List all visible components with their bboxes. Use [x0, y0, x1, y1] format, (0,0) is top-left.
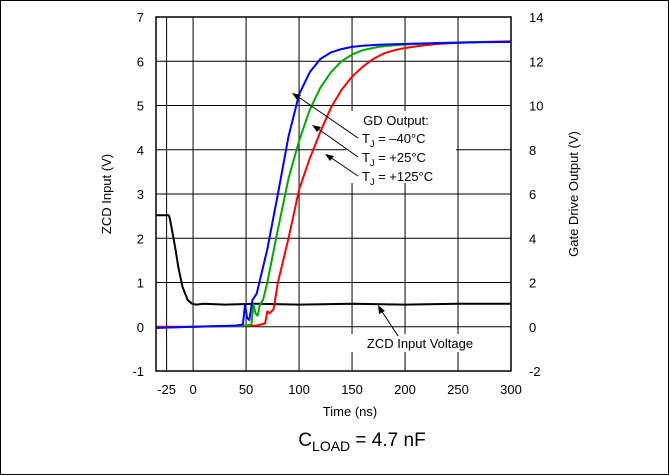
series-line-1 — [155, 40, 512, 329]
y-left-tick-label: 3 — [137, 187, 144, 202]
y-right-tick-label: 8 — [529, 143, 536, 158]
caption: CLOAD = 4.7 nF — [298, 430, 425, 454]
leader-line-125 — [329, 156, 359, 177]
x-tick-label: 300 — [500, 382, 522, 397]
x-tick-label: 150 — [341, 382, 363, 397]
y-right-tick-label: 0 — [529, 320, 536, 335]
y-left-tick-label: 5 — [137, 99, 144, 114]
x-tick-label: -25 — [157, 382, 176, 397]
series-layer — [155, 40, 512, 329]
y-left-tick-label: -1 — [132, 364, 144, 379]
leader-line-zcd — [380, 309, 399, 337]
zcd-input-label: ZCD Input Voltage — [367, 336, 473, 351]
y-right-tick-label: 12 — [529, 54, 543, 69]
arrowhead-125 — [325, 154, 334, 161]
x-tick-labels: -25 0 50 100 150 200 250 300 — [157, 382, 522, 397]
y-right-tick-labels: -2 0 2 4 6 8 10 12 14 — [529, 10, 543, 379]
tj-label-m40: TJ = –40°C — [362, 131, 426, 149]
arrowhead-zcd — [378, 305, 385, 314]
y-left-axis-label: ZCD Input (V) — [99, 154, 114, 234]
tj-label-125: TJ = +125°C — [362, 169, 433, 187]
arrowhead-m40 — [292, 93, 301, 100]
y-left-tick-label: 2 — [137, 231, 144, 246]
arrowhead-25 — [312, 125, 321, 132]
y-right-tick-label: 2 — [529, 276, 536, 291]
x-axis-label: Time (ns) — [323, 404, 377, 419]
zcd-label-background — [349, 334, 491, 352]
gd-output-title: GD Output: — [363, 113, 429, 128]
y-left-tick-label: 4 — [137, 143, 144, 158]
y-left-tick-label: 0 — [137, 320, 144, 335]
plot-area — [155, 16, 512, 372]
tj-label-25: TJ = +25°C — [362, 150, 426, 168]
y-left-tick-labels: -1 0 1 2 3 4 5 6 7 — [132, 10, 144, 379]
y-right-tick-label: 6 — [529, 187, 536, 202]
y-right-tick-label: 10 — [529, 99, 543, 114]
y-left-tick-label: 6 — [137, 54, 144, 69]
series-line-0 — [156, 214, 511, 306]
x-tick-label: 200 — [394, 382, 416, 397]
y-left-tick-label: 1 — [137, 276, 144, 291]
annotations: GD Output: TJ = –40°C TJ = +25°C TJ = +1… — [292, 93, 491, 352]
x-tick-label: 50 — [239, 382, 253, 397]
y-right-tick-label: -2 — [529, 364, 541, 379]
x-tick-label: 0 — [189, 382, 196, 397]
y-right-axis-label: Gate Drive Output (V) — [566, 131, 581, 257]
leader-line-m40 — [296, 95, 359, 139]
leader-line-25 — [316, 127, 359, 158]
y-left-tick-label: 7 — [137, 10, 144, 25]
y-right-tick-label: 4 — [529, 231, 536, 246]
annotation-background — [346, 111, 456, 183]
y-right-tick-label: 14 — [529, 10, 543, 25]
x-tick-label: 250 — [447, 382, 469, 397]
x-tick-label: 100 — [288, 382, 310, 397]
series-line-3 — [156, 40, 512, 328]
